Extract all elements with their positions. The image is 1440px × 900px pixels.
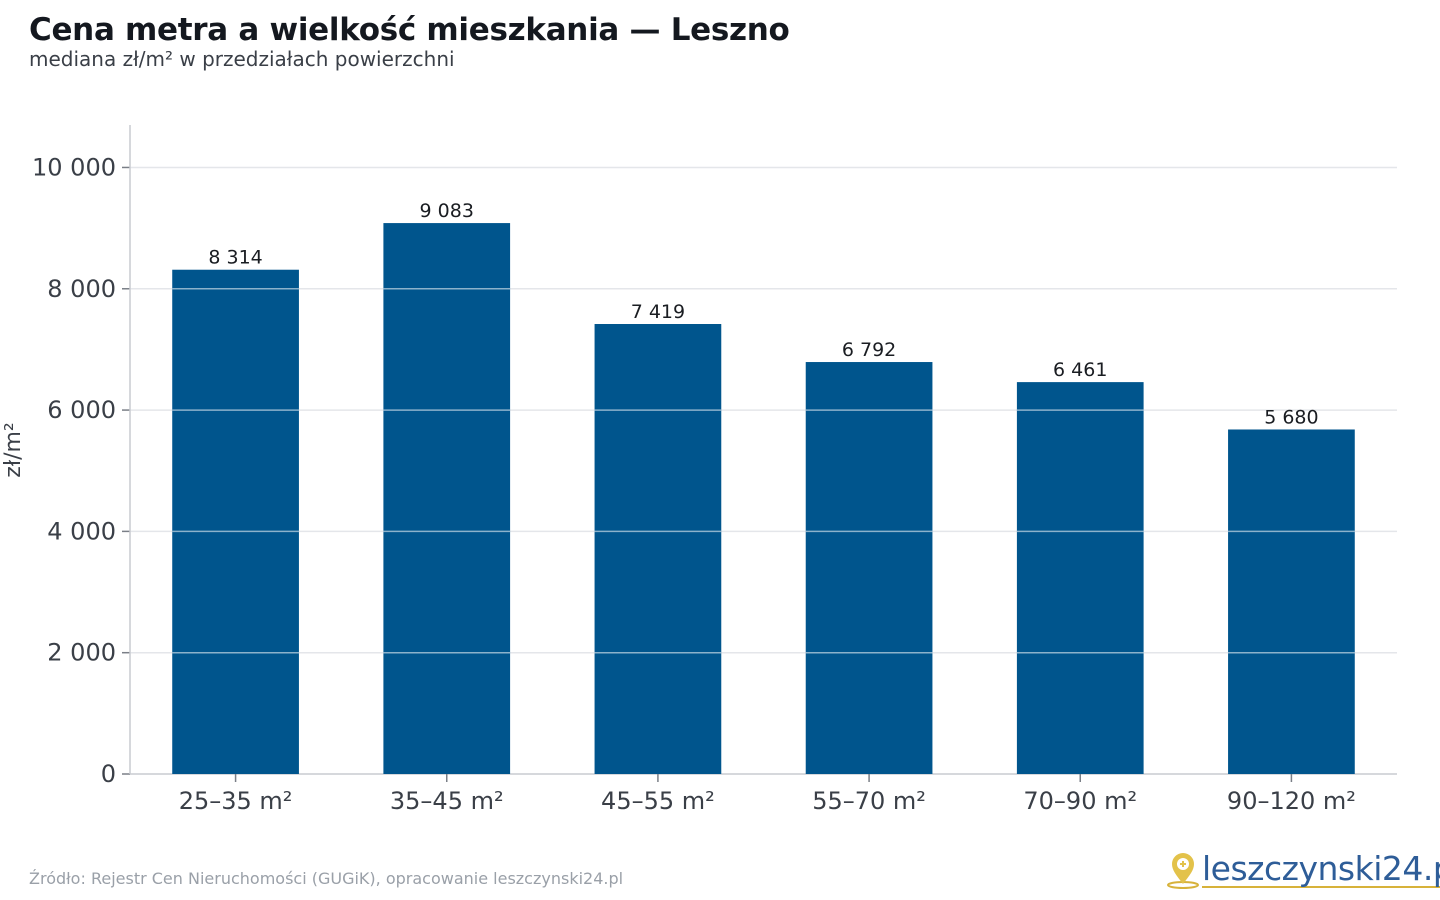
y-axis-label: zł/m² xyxy=(1,422,26,477)
x-tick-label: 55–70 m² xyxy=(812,787,926,815)
bar xyxy=(805,362,933,774)
bar xyxy=(1228,429,1355,774)
bar-value-label: 6 461 xyxy=(1053,359,1107,381)
bar-value-label: 9 083 xyxy=(420,200,474,222)
map-pin-icon xyxy=(1167,853,1199,889)
bar-value-label: 8 314 xyxy=(208,247,262,269)
y-tick-label: 4 000 xyxy=(47,517,116,545)
logo[interactable]: leszczynski24.pl xyxy=(1166,850,1440,890)
bar xyxy=(383,223,511,774)
y-tick-label: 8 000 xyxy=(47,275,116,303)
logo-text: leszczynski24.pl xyxy=(1202,852,1440,888)
y-tick-label: 0 xyxy=(101,760,116,788)
bar-value-label: 7 419 xyxy=(631,301,685,323)
bar xyxy=(594,324,722,774)
x-tick-label: 25–35 m² xyxy=(179,787,293,815)
bar-value-label: 6 792 xyxy=(842,339,896,361)
y-tick-label: 6 000 xyxy=(47,396,116,424)
x-tick-label: 45–55 m² xyxy=(601,787,715,815)
source-note: Źródło: Rejestr Cen Nieruchomości (GUGiK… xyxy=(29,869,624,888)
x-tick-label: 90–120 m² xyxy=(1227,787,1356,815)
chart-title: Cena metra a wielkość mieszkania — Leszn… xyxy=(29,12,790,48)
bar xyxy=(1016,382,1144,774)
y-tick-label: 10 000 xyxy=(32,153,116,181)
bar xyxy=(172,269,299,774)
x-tick-label: 70–90 m² xyxy=(1023,787,1137,815)
y-tick-label: 2 000 xyxy=(47,639,116,667)
chart-subtitle: mediana zł/m² w przedziałach powierzchni xyxy=(29,47,455,71)
x-tick-label: 35–45 m² xyxy=(390,787,504,815)
bar-value-label: 5 680 xyxy=(1264,406,1318,428)
